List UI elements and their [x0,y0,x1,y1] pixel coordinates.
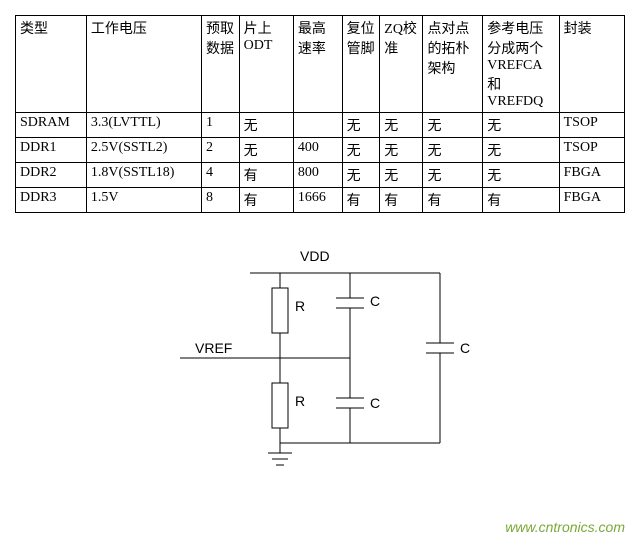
cell-reset: 无 [342,113,380,138]
cell-prefetch: 8 [202,188,240,213]
cell-package: TSOP [559,138,624,163]
header-reset: 复位管脚 [342,16,380,113]
cell-zq: 无 [380,163,423,188]
header-zq: ZQ校准 [380,16,423,113]
cell-odt: 无 [239,138,293,163]
cell-speed: 1666 [293,188,342,213]
cell-p2p: 无 [423,163,483,188]
table-header-row: 类型 工作电压 预取数据 片上ODT 最高速率 复位管脚 ZQ校准 点对点的拓朴… [16,16,625,113]
table-row: DDR3 1.5V 8 有 1666 有 有 有 有 FBGA [16,188,625,213]
cell-prefetch: 2 [202,138,240,163]
cell-type: DDR1 [16,138,87,163]
header-p2p: 点对点的拓朴架构 [423,16,483,113]
table-row: SDRAM 3.3(LVTTL) 1 无 无 无 无 无 TSOP [16,113,625,138]
cell-p2p: 有 [423,188,483,213]
watermark-text: www.cntronics.com [505,519,625,535]
cell-voltage: 3.3(LVTTL) [86,113,201,138]
cell-type: DDR3 [16,188,87,213]
cell-type: DDR2 [16,163,87,188]
cell-vref: 无 [483,113,559,138]
header-voltage: 工作电压 [86,16,201,113]
cell-package: FBGA [559,188,624,213]
header-prefetch: 预取数据 [202,16,240,113]
label-r2: R [295,393,305,409]
cell-p2p: 无 [423,138,483,163]
cell-vref: 无 [483,138,559,163]
cell-package: TSOP [559,113,624,138]
cell-package: FBGA [559,163,624,188]
cell-vref: 有 [483,188,559,213]
circuit-svg [120,243,520,493]
cell-reset: 无 [342,163,380,188]
label-vref: VREF [195,340,232,356]
memory-comparison-table: 类型 工作电压 预取数据 片上ODT 最高速率 复位管脚 ZQ校准 点对点的拓朴… [15,15,625,213]
cell-prefetch: 1 [202,113,240,138]
label-vdd: VDD [300,248,330,264]
label-c1: C [370,293,380,309]
cell-p2p: 无 [423,113,483,138]
cell-reset: 无 [342,138,380,163]
label-c3: C [460,340,470,356]
header-type: 类型 [16,16,87,113]
cell-voltage: 2.5V(SSTL2) [86,138,201,163]
header-package: 封装 [559,16,624,113]
circuit-diagram: VDD VREF R R C C C [120,243,520,493]
cell-reset: 有 [342,188,380,213]
cell-vref: 无 [483,163,559,188]
cell-zq: 无 [380,138,423,163]
cell-voltage: 1.8V(SSTL18) [86,163,201,188]
header-vref: 参考电压分成两个VREFCA和VREFDQ [483,16,559,113]
label-c2: C [370,395,380,411]
cell-voltage: 1.5V [86,188,201,213]
label-r1: R [295,298,305,314]
table-row: DDR1 2.5V(SSTL2) 2 无 400 无 无 无 无 TSOP [16,138,625,163]
cell-odt: 有 [239,188,293,213]
cell-odt: 有 [239,163,293,188]
cell-zq: 有 [380,188,423,213]
header-speed: 最高速率 [293,16,342,113]
table-row: DDR2 1.8V(SSTL18) 4 有 800 无 无 无 无 FBGA [16,163,625,188]
header-odt: 片上ODT [239,16,293,113]
cell-speed: 400 [293,138,342,163]
cell-speed: 800 [293,163,342,188]
cell-odt: 无 [239,113,293,138]
cell-zq: 无 [380,113,423,138]
cell-type: SDRAM [16,113,87,138]
cell-prefetch: 4 [202,163,240,188]
cell-speed [293,113,342,138]
